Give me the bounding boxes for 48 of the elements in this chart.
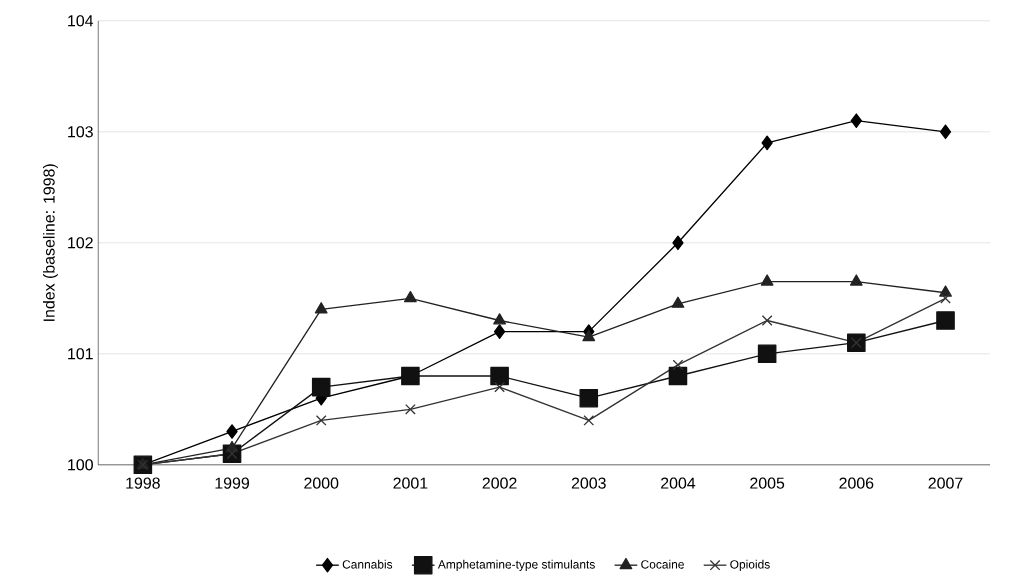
point [583,415,595,426]
point [493,324,506,339]
point [850,113,862,128]
legend-label: Cannabis [342,559,393,569]
point [939,124,952,140]
y-tick-label: 104 [68,15,94,27]
x-tick-label: 2006 [839,477,874,489]
x-tick-label: 2005 [750,477,785,489]
point [760,274,774,286]
point [582,329,596,342]
point [314,302,328,314]
point [757,344,777,364]
x-tick-label: 2001 [393,477,428,489]
point [311,377,331,397]
point [315,415,327,426]
point [850,337,862,349]
x-tick-label: 2004 [661,477,696,489]
point [849,274,863,286]
point [405,403,416,415]
point [671,296,685,308]
y-axis-title: Index (baseline: 1998) [43,164,58,321]
point [579,388,599,408]
x-tick-label: 2007 [928,477,963,489]
y-tick-label: 101 [68,348,93,360]
point [672,359,684,371]
x-tick-label: 2002 [482,477,517,489]
point [672,235,684,251]
y-tick-label: 100 [68,459,93,471]
point [403,290,417,303]
x-tick-label: 1999 [215,477,249,489]
x-tick-label: 1998 [126,477,160,489]
point [761,135,773,151]
point [490,366,509,386]
legend-label: Amphetamine-type stimulants [437,559,595,571]
point [226,448,238,460]
point [761,315,773,326]
x-tick-label: 2000 [304,477,339,489]
point [494,381,505,393]
point [668,366,688,386]
point [226,424,238,439]
y-tick-label: 102 [68,237,93,249]
legend-label: Opioids [730,559,770,571]
legend-label: Cocaine [641,559,684,569]
point [936,311,955,330]
y-tick-label: 103 [68,126,93,138]
x-tick-label: 2003 [571,477,606,489]
point [940,292,951,304]
point [493,313,507,325]
